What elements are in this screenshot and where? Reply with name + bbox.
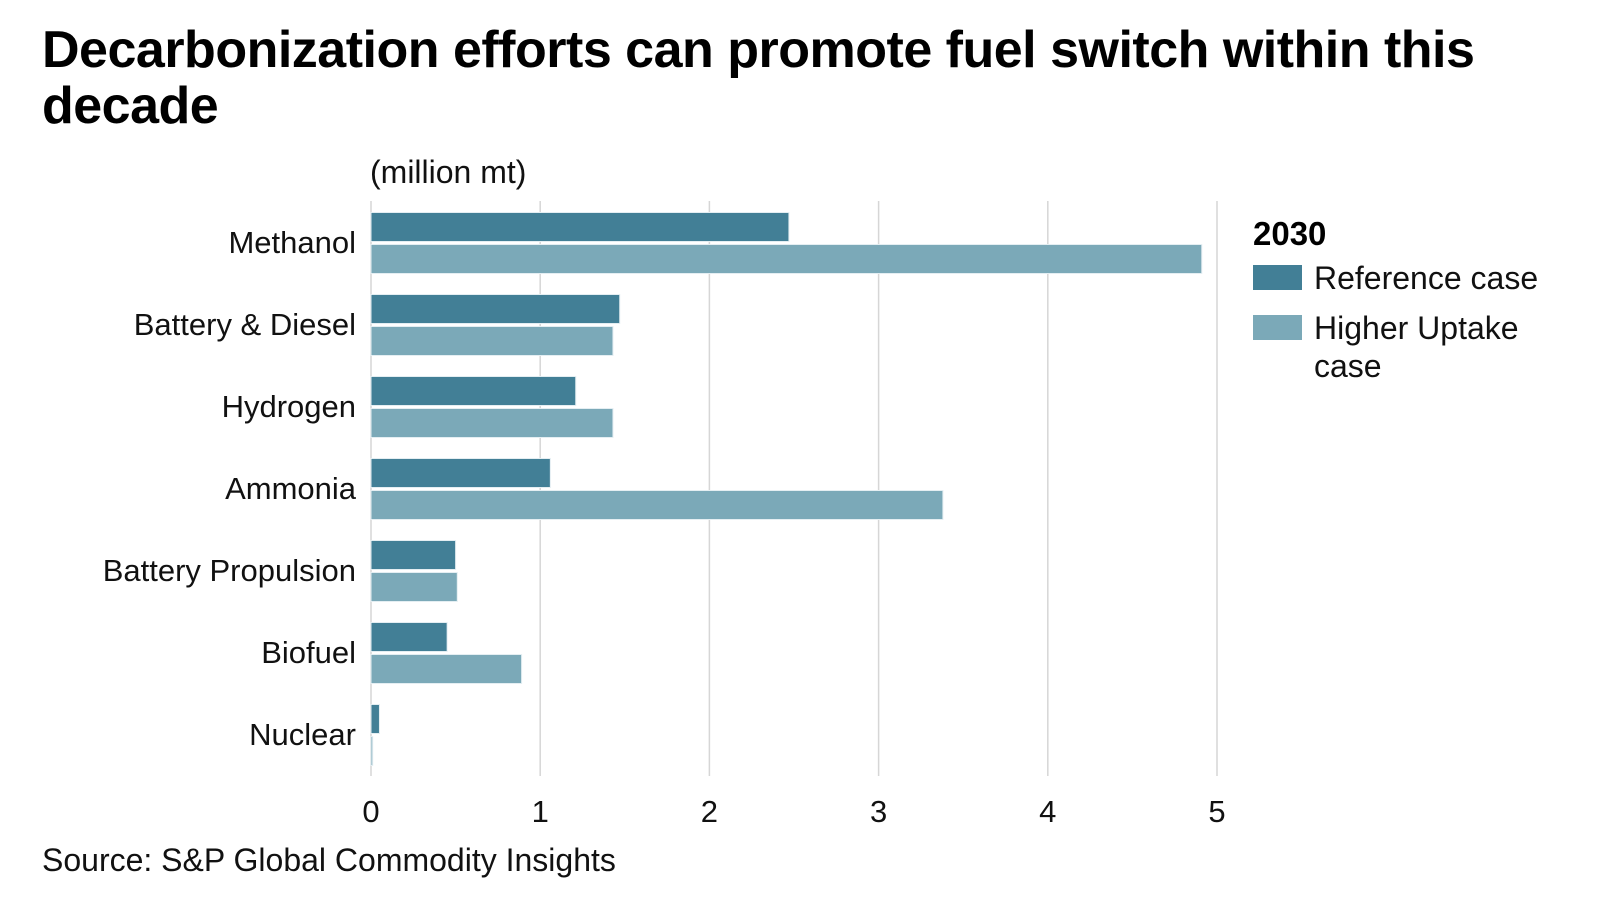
bar-reference-case [370,540,457,570]
axis-unit-label: (million mt) [370,154,527,190]
x-tick-label: 0 [362,794,379,829]
category-label: Methanol [228,225,356,260]
x-tick-label: 3 [870,794,887,829]
category-label: Battery & Diesel [134,307,356,342]
bar-reference-case [370,704,380,734]
x-tick-labels: 0 1 2 3 4 5 [362,794,1225,829]
legend: 2030 Reference case Higher Uptake case [1253,215,1584,397]
legend-swatch-higher [1253,315,1302,340]
source-note: Source: S&P Global Commodity Insights [42,842,616,878]
bar-reference-case [370,458,551,488]
bar-reference-case [370,376,577,406]
bar-higher-uptake-case [370,736,374,766]
category-label: Nuclear [249,717,356,752]
category-label: Battery Propulsion [103,553,356,588]
legend-title: 2030 [1253,215,1327,252]
category-label: Ammonia [225,471,357,506]
bar-higher-uptake-case [370,244,1203,274]
x-tick-label: 4 [1039,794,1056,829]
legend-label: Higher Uptake case [1314,310,1519,384]
bar-higher-uptake-case [370,572,458,602]
bar-higher-uptake-case [370,408,614,438]
bar-higher-uptake-case [370,326,614,356]
x-tick-label: 5 [1208,794,1225,829]
x-tick-label: 1 [532,794,549,829]
legend-swatch-reference [1253,265,1302,290]
legend-label: Reference case [1314,260,1539,296]
gridlines [370,201,1218,776]
category-labels: Methanol Battery & Diesel Hydrogen Ammonia B… [103,225,357,752]
bar-reference-case [370,294,621,324]
bar-reference-case [370,622,448,652]
bar-reference-case [370,212,790,242]
category-label: Biofuel [261,635,356,670]
bars [370,212,1203,766]
bar-higher-uptake-case [370,654,523,684]
chart-title: Decarbonization efforts can promote fuel… [42,21,1475,135]
bar-higher-uptake-case [370,490,944,520]
category-label: Hydrogen [222,389,356,424]
legend-item-reference: Reference case [1253,259,1584,297]
legend-item-higher: Higher Uptake case [1253,309,1584,385]
x-tick-label: 2 [701,794,718,829]
